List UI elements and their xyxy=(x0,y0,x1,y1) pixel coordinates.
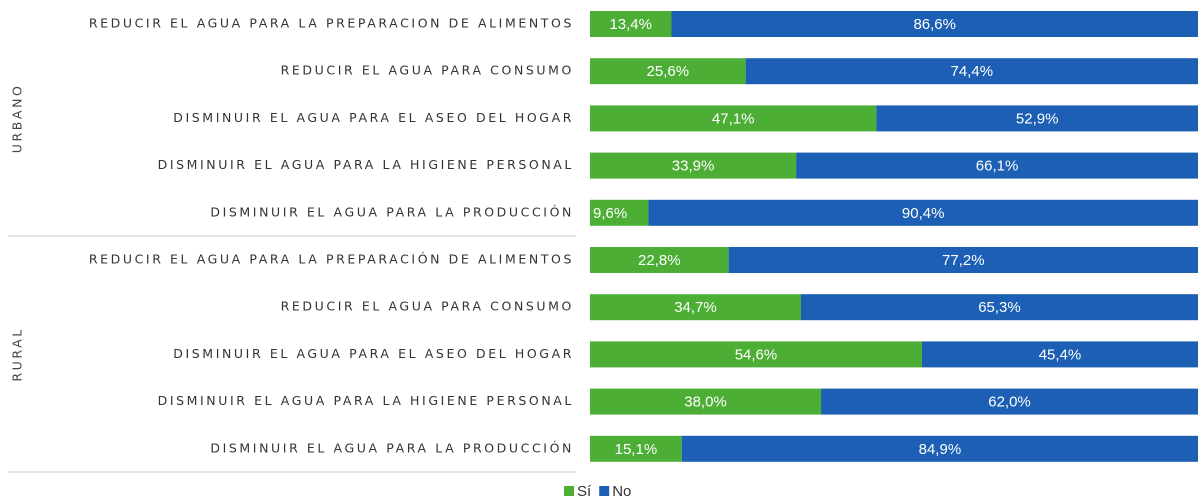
value-label: 77,2% xyxy=(942,252,985,269)
bar-segment xyxy=(590,294,801,321)
value-label: 34,7% xyxy=(674,299,717,316)
value-label: 45,4% xyxy=(1039,346,1082,363)
bar-segment xyxy=(590,435,682,462)
bar-segment xyxy=(876,105,1198,132)
bar-segment xyxy=(590,105,877,132)
category-label: REDUCIR EL AGUA PARA LA PREPARACIÓN DE A… xyxy=(89,252,574,267)
category-label: DISMINUIR EL AGUA PARA LA HIGIENE PERSON… xyxy=(158,157,574,172)
bar-segment xyxy=(681,435,1198,462)
legend-label: No xyxy=(612,483,631,500)
value-label: 25,6% xyxy=(647,63,690,80)
value-label: 9,6% xyxy=(593,205,627,222)
value-label: 38,0% xyxy=(684,394,727,411)
bar-segment xyxy=(590,388,822,415)
bar-segment xyxy=(590,247,729,273)
bar-segment xyxy=(728,247,1198,273)
value-label: 74,4% xyxy=(951,63,994,80)
category-label: DISMINUIR EL AGUA PARA EL ASEO DEL HOGAR xyxy=(173,110,574,125)
legend-swatch xyxy=(564,486,574,496)
bar-segment xyxy=(821,388,1198,415)
bar-segment xyxy=(590,199,649,226)
value-label: 22,8% xyxy=(638,252,681,269)
category-label: DISMINUIR EL AGUA PARA EL ASEO DEL HOGAR xyxy=(173,346,574,361)
bar-segment xyxy=(745,58,1198,85)
category-label: DISMINUIR EL AGUA PARA LA HIGIENE PERSON… xyxy=(158,393,574,408)
category-label: DISMINUIR EL AGUA PARA LA PRODUCCIÓN xyxy=(210,204,574,219)
bar-segment xyxy=(648,199,1198,226)
category-label: REDUCIR EL AGUA PARA CONSUMO xyxy=(281,63,574,78)
category-label: REDUCIR EL AGUA PARA CONSUMO xyxy=(281,299,574,314)
bar-segment xyxy=(590,341,922,368)
category-label: DISMINUIR EL AGUA PARA LA PRODUCCIÓN xyxy=(210,440,574,455)
value-label: 15,1% xyxy=(615,441,658,458)
value-label: 52,9% xyxy=(1016,110,1059,127)
bar-segment xyxy=(590,152,797,179)
value-label: 90,4% xyxy=(902,205,945,222)
bar-segment xyxy=(590,58,746,85)
value-label: 86,6% xyxy=(913,16,956,33)
group-label: RURAL xyxy=(10,327,25,382)
value-label: 84,9% xyxy=(919,441,962,458)
bar-segment xyxy=(800,294,1198,321)
group-label: URBANO xyxy=(10,84,25,154)
bar-segment xyxy=(671,11,1198,37)
legend-swatch xyxy=(599,486,610,496)
value-label: 13,4% xyxy=(609,16,652,33)
bar-segment xyxy=(796,152,1198,179)
bar-segment xyxy=(921,341,1198,368)
value-label: 47,1% xyxy=(712,110,755,127)
value-label: 54,6% xyxy=(735,346,778,363)
value-label: 65,3% xyxy=(978,299,1021,316)
value-label: 33,9% xyxy=(672,158,715,175)
bar-segment xyxy=(590,11,672,37)
legend-label: Sí xyxy=(577,483,592,500)
value-label: 62,0% xyxy=(988,394,1031,411)
value-label: 66,1% xyxy=(976,158,1019,175)
category-label: REDUCIR EL AGUA PARA LA PREPARACION DE A… xyxy=(89,16,574,31)
